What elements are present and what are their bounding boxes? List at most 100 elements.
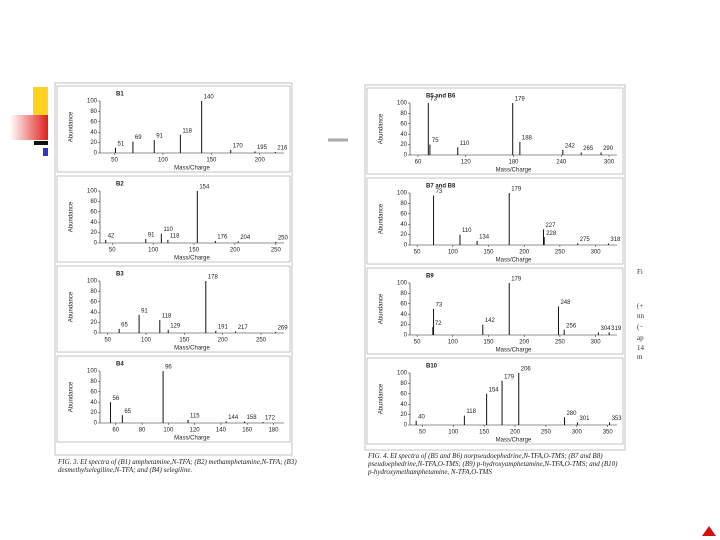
panel-title: B9 [426, 274, 434, 280]
x-tick-label: 200 [510, 430, 521, 436]
panel-title: B4 [116, 362, 124, 368]
deco-yellow [33, 87, 48, 115]
x-tick-label: 100 [448, 250, 459, 256]
y-tick-label: 100 [87, 279, 98, 285]
y-axis-label: Abundance [379, 293, 385, 324]
panel-frame [56, 355, 291, 443]
y-tick-label: 20 [400, 142, 407, 148]
peak-label: 195 [257, 145, 268, 151]
peak-label: 56 [113, 396, 120, 402]
y-tick-label: 40 [90, 400, 97, 406]
x-tick-label: 120 [461, 160, 472, 166]
peak-label: 353 [612, 416, 623, 422]
y-tick-label: 60 [400, 391, 407, 397]
panel-title: B7 and B8 [426, 184, 456, 190]
y-axis-label: Abundance [379, 113, 385, 144]
x-tick-label: 180 [268, 428, 279, 434]
y-tick-label: 100 [87, 189, 98, 195]
y-tick-label: 40 [90, 130, 97, 136]
y-axis-label: Abundance [69, 111, 75, 142]
y-tick-label: 100 [87, 369, 98, 375]
y-tick-label: 40 [400, 402, 407, 408]
y-tick-label: 40 [90, 220, 97, 226]
y-tick-label: 20 [90, 320, 97, 326]
peak-label: 179 [511, 277, 522, 283]
peak-label: 118 [162, 314, 172, 320]
y-tick-label: 100 [397, 191, 408, 197]
y-tick-label: 20 [90, 140, 97, 146]
x-tick-label: 350 [603, 430, 614, 436]
panel-frame [366, 357, 624, 445]
x-tick-label: 100 [163, 428, 174, 434]
peak-label: 250 [278, 236, 289, 242]
panel-frame [56, 175, 291, 263]
y-tick-label: 60 [90, 209, 97, 215]
y-tick-label: 60 [400, 121, 407, 127]
y-tick-label: 0 [404, 333, 408, 339]
side-text: (+ [637, 302, 644, 310]
x-tick-label: 50 [111, 158, 118, 164]
caption: FIG. 3. EI spectra of (B1) amphetamine,N… [58, 458, 297, 474]
x-tick-label: 140 [216, 428, 227, 434]
peak-label: 42 [108, 233, 115, 239]
y-tick-label: 40 [400, 222, 407, 228]
peak-label: 217 [238, 325, 249, 331]
y-axis-label: Abundance [69, 201, 75, 232]
peak-label: 256 [566, 323, 577, 329]
side-text: (− [637, 323, 644, 331]
y-axis-label: Abundance [379, 203, 385, 234]
y-tick-label: 100 [397, 371, 408, 377]
x-tick-label: 300 [591, 340, 602, 346]
peak-label: 65 [124, 409, 131, 415]
peak-label: 110 [462, 228, 472, 234]
x-tick-label: 80 [139, 428, 146, 434]
figure-frame [364, 84, 626, 451]
y-tick-label: 0 [94, 151, 98, 157]
x-tick-label: 250 [555, 340, 566, 346]
x-tick-label: 150 [484, 250, 495, 256]
caption: FIG. 4. EI spectra of (B5 and B6) norpse… [368, 452, 618, 476]
x-tick-label: 100 [141, 338, 152, 344]
x-tick-label: 120 [190, 428, 201, 434]
y-tick-label: 0 [94, 331, 98, 337]
peak-label: 179 [511, 187, 522, 193]
x-tick-label: 150 [479, 430, 490, 436]
x-axis-label: Mass/Charge [496, 438, 532, 444]
x-tick-label: 150 [206, 158, 217, 164]
peak-label: 118 [170, 233, 180, 239]
y-tick-label: 0 [94, 421, 98, 427]
peak-label: 134 [479, 234, 490, 240]
y-tick-label: 80 [90, 289, 97, 295]
x-tick-label: 200 [255, 158, 266, 164]
x-tick-label: 250 [271, 248, 282, 254]
next-button[interactable] [700, 524, 718, 538]
x-tick-label: 250 [555, 250, 566, 256]
x-tick-label: 200 [218, 338, 229, 344]
y-tick-label: 80 [400, 291, 407, 297]
peak-label: 176 [217, 234, 228, 240]
peak-label: 204 [240, 235, 251, 241]
peak-label: 304 [600, 326, 611, 332]
panel-title: B3 [116, 272, 124, 278]
peak-label: 319 [611, 326, 622, 332]
peak-label: 228 [546, 231, 557, 237]
peak-label: 280 [566, 411, 577, 417]
panel-title: B5 and B6 [426, 94, 456, 100]
x-tick-label: 200 [519, 340, 530, 346]
y-tick-label: 100 [397, 281, 408, 287]
y-tick-label: 0 [94, 241, 98, 247]
peak-label: 248 [560, 300, 571, 306]
peak-label: 227 [545, 223, 556, 229]
x-tick-label: 150 [484, 340, 495, 346]
y-tick-label: 80 [90, 109, 97, 115]
y-tick-label: 80 [90, 379, 97, 385]
deco-bar [34, 141, 48, 145]
peak-label: 275 [580, 237, 591, 243]
panel-frame [366, 87, 624, 175]
y-tick-label: 100 [397, 101, 408, 107]
peak-label: 170 [233, 143, 244, 149]
x-tick-label: 100 [448, 340, 459, 346]
panel-frame [366, 177, 624, 265]
y-tick-label: 100 [87, 99, 98, 105]
x-axis-label: Mass/Charge [496, 258, 532, 264]
